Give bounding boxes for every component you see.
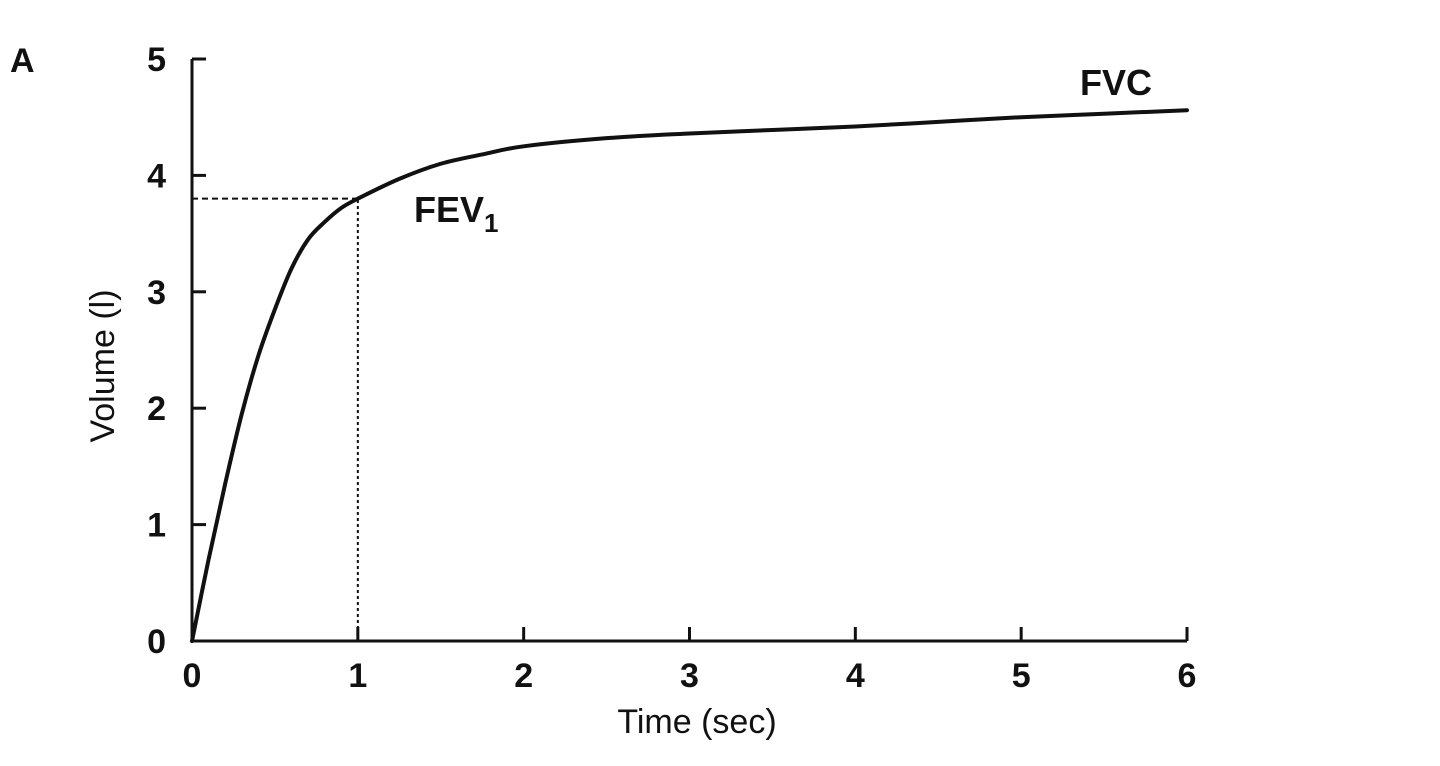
x-tick-label: 0 <box>183 657 202 695</box>
panel-label: A <box>10 42 35 80</box>
axes <box>190 59 1187 643</box>
reference-lines <box>192 197 359 641</box>
y-tick-label: 4 <box>147 157 166 195</box>
y-axis-title: Volume (l) <box>84 289 122 442</box>
y-tick-label: 3 <box>147 274 166 312</box>
x-tick-label: 2 <box>514 657 533 695</box>
y-axis-ticks: 0 1 2 3 4 5 <box>147 41 206 661</box>
x-axis-ticks: 0 1 2 3 4 5 6 <box>183 627 1197 695</box>
fvc-label: FVC <box>1080 62 1152 103</box>
fev1-label-subscript: 1 <box>484 208 498 238</box>
y-tick-label: 1 <box>147 507 166 545</box>
x-tick-label: 3 <box>680 657 699 695</box>
y-tick-label: 2 <box>147 390 166 428</box>
volume-curve <box>190 108 1189 643</box>
x-tick-label: 4 <box>846 657 865 695</box>
x-axis-title: Time (sec) <box>617 703 776 741</box>
y-tick-label: 0 <box>147 623 166 661</box>
x-tick-label: 6 <box>1178 657 1197 695</box>
x-tick-label: 1 <box>348 657 367 695</box>
y-tick-label: 5 <box>147 41 166 79</box>
fev1-label: FEV1 <box>414 189 498 238</box>
x-tick-label: 5 <box>1012 657 1031 695</box>
fev1-label-main: FEV <box>414 189 484 230</box>
